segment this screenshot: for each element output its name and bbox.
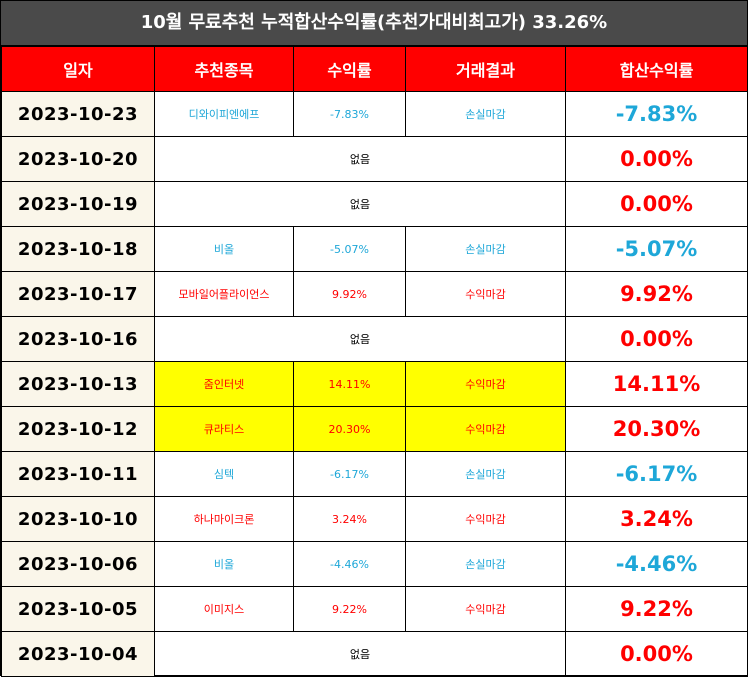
table-row: 2023-10-13 줌인터넷 14.11% 수익마감 14.11% bbox=[1, 361, 748, 407]
row-no-recommendation: 없음 bbox=[154, 181, 566, 227]
table-row: 2023-10-12 큐라티스 20.30% 수익마감 20.30% bbox=[1, 406, 748, 452]
table-row: 2023-10-10 하나마이크론 3.24% 수익마감 3.24% bbox=[1, 496, 748, 542]
table-row: 2023-10-19 없음 0.00% bbox=[1, 181, 748, 227]
row-date: 2023-10-04 bbox=[1, 631, 155, 677]
row-total: -7.83% bbox=[565, 91, 748, 137]
row-result: 수익마감 bbox=[405, 271, 566, 317]
row-date: 2023-10-13 bbox=[1, 361, 155, 407]
row-date: 2023-10-06 bbox=[1, 541, 155, 587]
row-no-recommendation: 없음 bbox=[154, 631, 566, 677]
row-total: 0.00% bbox=[565, 181, 748, 227]
results-table: 일자 추천종목 수익률 거래결과 합산수익률 2023-10-23 디와이피엔에프… bbox=[1, 46, 748, 677]
row-stock: 디와이피엔에프 bbox=[154, 91, 294, 137]
row-total: -5.07% bbox=[565, 226, 748, 272]
row-date: 2023-10-12 bbox=[1, 406, 155, 452]
row-result: 수익마감 bbox=[405, 496, 566, 542]
header-row: 일자 추천종목 수익률 거래결과 합산수익률 bbox=[1, 46, 748, 92]
row-date: 2023-10-16 bbox=[1, 316, 155, 362]
row-no-recommendation: 없음 bbox=[154, 316, 566, 362]
row-stock: 심텍 bbox=[154, 451, 294, 497]
row-total: -4.46% bbox=[565, 541, 748, 587]
table-row: 2023-10-04 없음 0.00% bbox=[1, 631, 748, 677]
row-total: 9.92% bbox=[565, 271, 748, 317]
header-rate: 수익률 bbox=[293, 46, 406, 92]
row-total: -6.17% bbox=[565, 451, 748, 497]
row-rate: 20.30% bbox=[293, 406, 406, 452]
row-stock: 큐라티스 bbox=[154, 406, 294, 452]
table-row: 2023-10-05 이미지스 9.22% 수익마감 9.22% bbox=[1, 586, 748, 632]
row-total: 9.22% bbox=[565, 586, 748, 632]
header-date: 일자 bbox=[1, 46, 155, 92]
table-row: 2023-10-20 없음 0.00% bbox=[1, 136, 748, 182]
row-date: 2023-10-10 bbox=[1, 496, 155, 542]
row-total: 20.30% bbox=[565, 406, 748, 452]
row-result: 손실마감 bbox=[405, 91, 566, 137]
row-rate: 9.92% bbox=[293, 271, 406, 317]
row-date: 2023-10-20 bbox=[1, 136, 155, 182]
row-date: 2023-10-19 bbox=[1, 181, 155, 227]
table-row: 2023-10-11 심텍 -6.17% 손실마감 -6.17% bbox=[1, 451, 748, 497]
row-stock: 비올 bbox=[154, 226, 294, 272]
row-date: 2023-10-23 bbox=[1, 91, 155, 137]
row-result: 수익마감 bbox=[405, 361, 566, 407]
row-result: 손실마감 bbox=[405, 541, 566, 587]
row-result: 손실마감 bbox=[405, 226, 566, 272]
row-result: 수익마감 bbox=[405, 406, 566, 452]
sheet-title: 10월 무료추천 누적합산수익률(추천가대비최고가) 33.26% bbox=[1, 1, 747, 46]
row-rate: -4.46% bbox=[293, 541, 406, 587]
row-stock: 하나마이크론 bbox=[154, 496, 294, 542]
row-rate: -5.07% bbox=[293, 226, 406, 272]
row-date: 2023-10-05 bbox=[1, 586, 155, 632]
row-total: 0.00% bbox=[565, 631, 748, 677]
row-date: 2023-10-11 bbox=[1, 451, 155, 497]
header-total: 합산수익률 bbox=[565, 46, 748, 92]
table-row: 2023-10-16 없음 0.00% bbox=[1, 316, 748, 362]
row-rate: -6.17% bbox=[293, 451, 406, 497]
row-result: 손실마감 bbox=[405, 451, 566, 497]
row-total: 14.11% bbox=[565, 361, 748, 407]
row-date: 2023-10-18 bbox=[1, 226, 155, 272]
table-row: 2023-10-18 비올 -5.07% 손실마감 -5.07% bbox=[1, 226, 748, 272]
header-result: 거래결과 bbox=[405, 46, 566, 92]
row-result: 수익마감 bbox=[405, 586, 566, 632]
row-date: 2023-10-17 bbox=[1, 271, 155, 317]
row-total: 0.00% bbox=[565, 316, 748, 362]
table-body: 2023-10-23 디와이피엔에프 -7.83% 손실마감 -7.83% 2023-10… bbox=[1, 91, 748, 677]
table-row: 2023-10-06 비올 -4.46% 손실마감 -4.46% bbox=[1, 541, 748, 587]
row-stock: 줌인터넷 bbox=[154, 361, 294, 407]
row-stock: 비올 bbox=[154, 541, 294, 587]
table-row: 2023-10-17 모바일어플라이언스 9.92% 수익마감 9.92% bbox=[1, 271, 748, 317]
row-stock: 모바일어플라이언스 bbox=[154, 271, 294, 317]
row-rate: 14.11% bbox=[293, 361, 406, 407]
row-no-recommendation: 없음 bbox=[154, 136, 566, 182]
row-stock: 이미지스 bbox=[154, 586, 294, 632]
row-rate: 9.22% bbox=[293, 586, 406, 632]
header-stock: 추천종목 bbox=[154, 46, 294, 92]
table-row: 2023-10-23 디와이피엔에프 -7.83% 손실마감 -7.83% bbox=[1, 91, 748, 137]
row-rate: 3.24% bbox=[293, 496, 406, 542]
row-total: 0.00% bbox=[565, 136, 748, 182]
row-rate: -7.83% bbox=[293, 91, 406, 137]
row-total: 3.24% bbox=[565, 496, 748, 542]
